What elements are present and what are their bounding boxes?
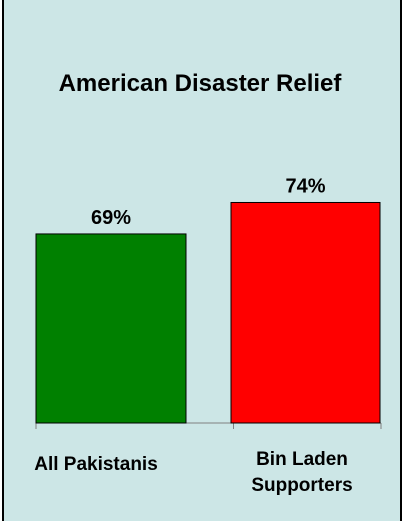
category-label: All Pakistanis xyxy=(34,454,158,475)
data-label: 69% xyxy=(91,207,131,229)
category-label: Supporters xyxy=(251,475,352,496)
chart-title: American Disaster Relief xyxy=(58,70,342,97)
data-label: 74% xyxy=(285,175,325,197)
bar-1 xyxy=(35,233,187,424)
category-label: Bin Laden xyxy=(256,449,348,470)
bar-2 xyxy=(230,201,381,424)
